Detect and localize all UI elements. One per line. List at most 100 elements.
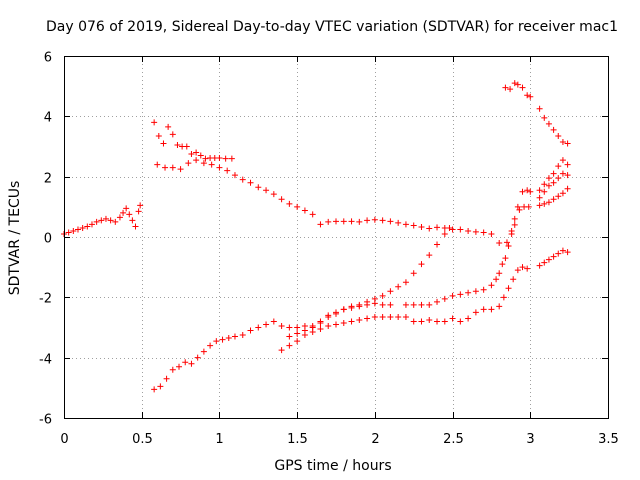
data-point (356, 218, 363, 225)
data-point (395, 313, 402, 320)
data-point (157, 383, 164, 390)
data-point (387, 313, 394, 320)
data-point (356, 316, 363, 323)
series-arc-5a (502, 80, 534, 100)
data-point (294, 338, 301, 345)
data-point (441, 318, 448, 325)
data-point (255, 324, 262, 331)
data-point (550, 196, 557, 203)
data-point (524, 265, 531, 272)
data-point (137, 202, 144, 209)
data-point (541, 200, 548, 207)
data-point (564, 249, 571, 256)
data-point (200, 348, 207, 355)
data-point (555, 250, 562, 257)
data-point (550, 179, 557, 186)
data-point (270, 191, 277, 198)
data-point (126, 211, 133, 218)
data-point (151, 119, 158, 126)
data-point (169, 164, 176, 171)
data-point (510, 276, 517, 283)
data-point (511, 221, 518, 228)
data-point (559, 138, 566, 145)
data-point (247, 327, 254, 334)
data-point (493, 276, 500, 283)
data-point (514, 203, 521, 210)
data-point (541, 259, 548, 266)
data-point (465, 315, 472, 322)
data-point (333, 321, 339, 328)
data-point (449, 226, 456, 233)
data-point (457, 291, 464, 298)
data-point (507, 86, 514, 93)
data-point (325, 322, 332, 329)
data-point (387, 301, 394, 308)
data-point (519, 84, 526, 91)
data-point (325, 312, 332, 319)
data-point (387, 288, 394, 295)
data-point (309, 211, 316, 218)
data-point (545, 120, 552, 127)
data-point (317, 326, 324, 333)
data-point (239, 176, 246, 183)
data-point (301, 207, 308, 214)
data-point (294, 330, 301, 337)
data-point (410, 318, 417, 325)
y-tick-label: -4 (39, 353, 52, 368)
data-point (65, 229, 72, 236)
data-point (502, 84, 509, 91)
data-point (309, 324, 316, 331)
data-point (340, 319, 347, 326)
data-point (176, 363, 183, 370)
x-tick-label: 2.5 (443, 432, 464, 447)
data-point (213, 338, 220, 345)
data-point (222, 155, 229, 162)
data-point (74, 226, 81, 233)
data-point (441, 295, 448, 302)
data-point (446, 224, 453, 231)
data-point (194, 354, 201, 361)
series-arc-4a (151, 318, 277, 393)
data-point (270, 318, 277, 325)
data-point (564, 172, 571, 179)
data-point (255, 184, 262, 191)
data-point (524, 187, 531, 194)
data-point (169, 366, 176, 373)
data-point (555, 193, 562, 200)
data-point (472, 288, 479, 295)
data-point (348, 303, 355, 310)
data-point (418, 261, 425, 268)
data-point (496, 240, 503, 247)
data-point (564, 161, 571, 168)
data-point (112, 218, 119, 225)
data-point (536, 194, 543, 201)
data-point (395, 219, 402, 226)
data-point (500, 294, 507, 301)
x-tick-label: 0 (60, 432, 68, 447)
data-point (219, 336, 226, 343)
data-point (402, 301, 409, 308)
y-axis-label: SDTVAR / TECUs (7, 181, 23, 296)
data-point (418, 224, 425, 231)
data-point (541, 181, 548, 188)
data-point (426, 252, 433, 259)
data-point (185, 160, 192, 167)
data-point (410, 270, 417, 277)
x-tick-label: 3 (526, 432, 534, 447)
data-point (541, 188, 548, 195)
data-point (348, 218, 355, 225)
data-point (555, 163, 562, 170)
data-point (457, 318, 464, 325)
data-point (410, 222, 417, 229)
data-point (379, 217, 386, 224)
data-point (286, 324, 293, 331)
data-point (379, 313, 386, 320)
data-point (371, 313, 378, 320)
data-point (536, 105, 543, 112)
data-point (503, 239, 510, 246)
data-point (93, 218, 100, 225)
data-point (129, 217, 136, 224)
data-point (333, 218, 339, 225)
data-point (516, 206, 523, 213)
